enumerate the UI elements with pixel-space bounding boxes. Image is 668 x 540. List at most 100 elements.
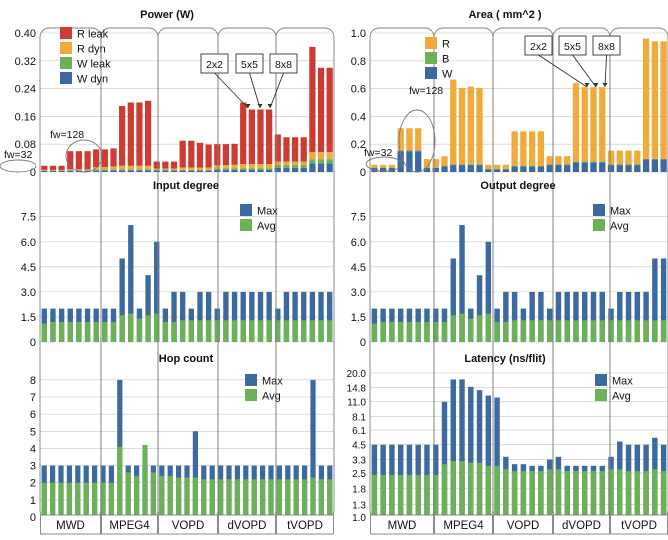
input_degree-bar-avg	[223, 320, 228, 342]
area-bar-r	[485, 165, 491, 169]
power-annotation-8x8: 8x8	[275, 59, 292, 71]
power-annotation-arrow	[215, 73, 249, 108]
area-bar-w	[459, 165, 465, 172]
power-bar-w-leak	[145, 169, 151, 170]
power-bar-w-dyn	[231, 170, 237, 172]
area-bar-r	[389, 165, 395, 168]
power-bar-r-dyn	[171, 169, 177, 170]
latency-legend-swatch	[595, 374, 607, 386]
area-y-tick-label: 0.8	[351, 56, 366, 68]
output_degree-bar-avg	[538, 320, 543, 342]
latency-bar-avg	[459, 461, 464, 517]
power-bar-r-dyn	[102, 167, 108, 169]
power-bar-r-leak	[206, 145, 212, 168]
hop_count-bar-avg	[75, 483, 80, 517]
area-bar-r	[564, 156, 570, 164]
right-category-label: dVOPD	[562, 520, 601, 532]
power-bar-w-dyn	[188, 171, 194, 172]
latency-y-tick-label: 4.5	[352, 441, 366, 452]
area-bar-w	[608, 165, 614, 172]
output_degree-legend-label: Avg	[610, 221, 629, 233]
power-bar-w-dyn	[41, 171, 47, 172]
input_degree-bar-avg	[163, 322, 168, 342]
area-bar-w	[511, 166, 517, 172]
hop_count-bar-avg	[109, 483, 114, 517]
power-legend-swatch	[60, 27, 72, 39]
power-bar-w-leak	[180, 170, 186, 171]
power-bar-r-leak	[249, 109, 255, 164]
hop_count-bar-avg	[134, 476, 139, 517]
power-bar-w-leak	[162, 170, 168, 171]
area-bar-b	[450, 164, 456, 165]
area-bar-b	[608, 164, 614, 165]
power-bar-w-dyn	[162, 171, 168, 172]
input_degree-y-tick-label: 3.0	[21, 287, 36, 299]
hop_count-bar-avg	[50, 483, 55, 517]
area-bar-r	[398, 128, 404, 150]
latency-bar-avg	[372, 475, 377, 517]
latency-bar-avg	[538, 471, 543, 517]
area-y-tick-label: 0.4	[351, 111, 366, 123]
hop_count-bar-avg	[235, 479, 240, 517]
area-annotation-fw32: fw=32	[364, 147, 392, 159]
output_degree-bar-avg	[424, 322, 429, 342]
area-bar-w	[494, 169, 500, 172]
area-bar-w	[582, 162, 588, 172]
power-bar-r-dyn	[214, 165, 220, 168]
power-bar-r-leak	[128, 103, 134, 166]
area-bar-w	[485, 169, 491, 172]
input_degree-bar-avg	[102, 322, 107, 342]
hop_count-bar-avg	[193, 478, 198, 517]
area-annotation-8x8: 8x8	[598, 41, 615, 53]
area-bar-r	[380, 165, 386, 168]
area-bar-r	[652, 41, 658, 158]
area-bar-r	[547, 156, 553, 164]
power-bar-r-dyn	[223, 165, 229, 168]
area-bar-r	[590, 87, 596, 161]
area-bar-w	[625, 165, 631, 172]
right-category-label: MWD	[388, 520, 417, 532]
area-annotation-arrow	[605, 55, 607, 87]
power-bar-w-dyn	[266, 170, 272, 172]
power-legend-swatch	[60, 42, 72, 54]
power-bar-r-leak	[41, 166, 47, 170]
area-bar-r	[415, 128, 421, 150]
hop_count-bar-avg	[294, 479, 299, 517]
latency-bar-avg	[389, 475, 394, 517]
input_degree-title: Input degree	[153, 180, 219, 192]
area-legend-swatch	[425, 67, 437, 79]
area-bar-w	[599, 162, 605, 172]
power-bar-w-leak	[283, 165, 289, 168]
power-bar-r-leak	[309, 47, 315, 152]
power-bar-r-leak	[93, 149, 99, 167]
latency-legend-label: Max	[612, 376, 633, 388]
power-bar-w-dyn	[59, 171, 65, 172]
input_degree-bar-avg	[171, 322, 176, 342]
hop_count-y-tick-label: 1	[30, 495, 36, 507]
power-bar-w-leak	[171, 170, 177, 171]
area-annotation-arrow	[539, 55, 588, 87]
input_degree-bar-avg	[137, 319, 142, 342]
power-bar-r-leak	[240, 103, 246, 165]
latency-bar-avg	[521, 471, 526, 517]
latency-bar-avg	[591, 471, 596, 517]
latency-bar-avg	[424, 475, 429, 517]
power-bar-r-dyn	[128, 166, 134, 169]
input_degree-bar-avg	[111, 322, 116, 342]
input_degree-legend-label: Avg	[257, 221, 276, 233]
area-bar-r	[468, 87, 474, 165]
power-legend-label: R leak	[77, 29, 109, 41]
hop_count-y-tick-label: 4	[30, 443, 36, 455]
hop_count-bar-avg	[176, 478, 181, 517]
area-bar-r	[441, 156, 447, 166]
power-bar-r-leak	[59, 166, 65, 170]
area-bar-b	[625, 164, 631, 165]
area-bar-w	[547, 165, 553, 172]
input_degree-bar-avg	[197, 320, 202, 342]
hop_count-bar-avg	[310, 478, 315, 517]
power-bar-r-leak	[301, 137, 307, 161]
output_degree-legend-label: Max	[610, 206, 631, 218]
power-title: Power (W)	[140, 9, 194, 21]
power-bar-r-dyn	[76, 169, 82, 170]
power-bar-w-dyn	[171, 171, 177, 172]
